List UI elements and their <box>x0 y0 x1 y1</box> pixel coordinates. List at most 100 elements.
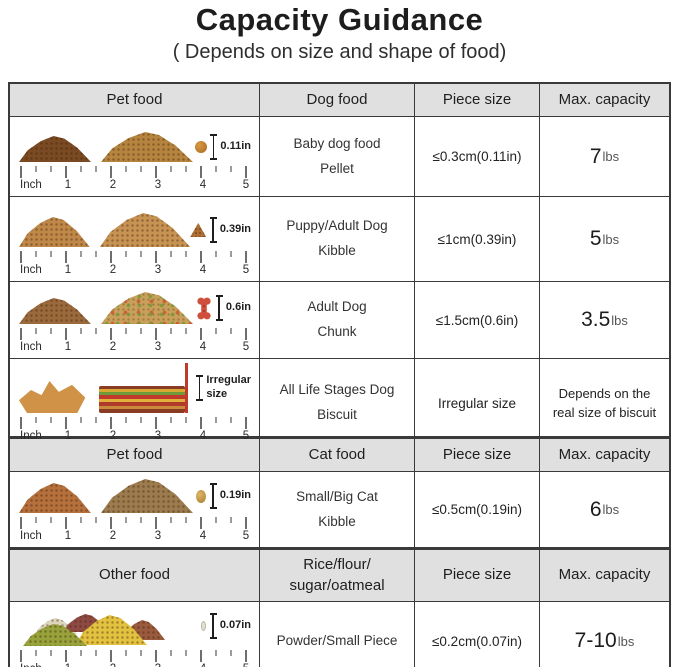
measure-indicator: 0.39in <box>190 217 251 243</box>
max-capacity: 7 lbs <box>540 117 669 196</box>
food-name: Powder/Small Piece <box>260 602 415 667</box>
pellet-icon <box>194 141 207 153</box>
food-pile <box>19 381 86 413</box>
capacity-value: 7 <box>589 144 602 168</box>
header-cat-food: Cat food <box>260 439 415 471</box>
piece-size: ≤1cm(0.39in) <box>415 197 540 281</box>
measure-ibeam-icon <box>210 613 216 639</box>
measure-ibeam-icon <box>210 483 216 509</box>
ruler-label: 2 <box>109 341 117 353</box>
header-pet-food: Pet food <box>10 439 260 471</box>
ruler-label: 4 <box>199 264 207 276</box>
bone-icon <box>196 297 212 320</box>
measure-label: 0.19in <box>219 489 251 502</box>
measure-indicator: 0.19in <box>196 483 251 509</box>
capacity-table: Pet food Dog food Piece size Max. capaci… <box>8 82 671 667</box>
section-header-row: Other food Rice/flour/ sugar/oatmeal Pie… <box>10 548 669 602</box>
capacity-unit: lbs <box>602 502 620 517</box>
header-max-capacity: Max. capacity <box>558 445 651 463</box>
table-row: 0.07in Inch 1 2 3 4 5 Powder/Small Piece… <box>10 602 669 667</box>
table-row: 0.6in Inch 1 2 3 4 5 Adult Dog Chunk ≤1.… <box>10 282 669 359</box>
food-image-cell: 0.07in Inch 1 2 3 4 5 <box>10 602 260 667</box>
capacity-value: 3.5 <box>581 308 611 331</box>
food-piles: 0.11in <box>19 132 251 162</box>
food-pile <box>101 479 193 513</box>
ruler-label: 2 <box>109 179 117 191</box>
ruler-label: Inch <box>20 663 42 667</box>
piece-size: Irregular size <box>415 359 540 447</box>
capacity-value: 7-10 <box>574 629 617 652</box>
ruler-label: 1 <box>65 663 71 667</box>
treat-sticks <box>99 386 186 413</box>
table-row: 0.19in Inch 1 2 3 4 5 Small/Big Cat Kibb… <box>10 472 669 548</box>
max-capacity: Depends on the real size of biscuit <box>552 385 657 421</box>
ruler-label: 3 <box>154 264 162 276</box>
ruler-icon <box>19 328 249 341</box>
ruler-label: 3 <box>155 663 161 667</box>
ruler-label: 3 <box>154 179 162 191</box>
ruler-label: 4 <box>199 430 207 442</box>
capacity-unit: lbs <box>611 312 628 328</box>
food-name: Puppy/Adult Dog Kibble <box>260 197 415 281</box>
ruler-label: 1 <box>64 179 72 191</box>
header-piece-size: Piece size <box>415 550 540 601</box>
page-subtitle: ( Depends on size and shape of food) <box>172 40 507 63</box>
food-name: Baby dog food Pellet <box>260 117 415 196</box>
capacity-unit: lbs <box>602 149 620 164</box>
header-max-capacity: Max. capacity <box>558 566 651 584</box>
food-piles: 0.19in <box>19 479 251 513</box>
irregular-line-icon <box>185 363 188 413</box>
measure-ibeam-icon <box>210 134 217 160</box>
max-capacity: 6 lbs <box>540 472 669 547</box>
ruler-label: 3 <box>154 430 162 442</box>
ruler-label: Inch <box>20 530 42 542</box>
ruler-label: 5 <box>242 530 250 542</box>
ruler-icon <box>19 251 249 264</box>
food-piles: 0.6in <box>19 292 251 324</box>
ruler-label: 3 <box>154 341 162 353</box>
kibble-triangle-icon <box>190 223 207 237</box>
header-max-capacity: Max. capacity <box>558 90 651 108</box>
measure-label: Irregular size <box>206 374 251 400</box>
measure-ibeam-icon <box>210 217 216 243</box>
food-name: Small/Big Cat Kibble <box>260 472 415 547</box>
measure-label: 0.07in <box>219 619 251 632</box>
food-pile <box>101 132 193 162</box>
ruler-icon <box>19 417 249 430</box>
piece-size: ≤0.2cm(0.07in) <box>415 602 540 667</box>
measure-indicator: 0.11in <box>194 134 251 160</box>
food-pile <box>19 136 91 162</box>
capacity-unit: lbs <box>602 231 620 247</box>
header-dog-food: Dog food <box>260 84 415 116</box>
measure-ibeam-icon <box>216 295 222 321</box>
food-image-cell: 0.39in Inch 1 2 3 4 5 <box>10 197 260 281</box>
ruler-label: 4 <box>199 179 207 191</box>
ruler-labels: Inch 1 2 3 4 5 <box>19 663 251 667</box>
capacity-unit: lbs <box>617 633 635 649</box>
food-pile <box>19 483 91 513</box>
food-image-cell: 0.6in Inch 1 2 3 4 5 <box>10 282 260 358</box>
ruler-labels: Inch 1 2 3 4 5 <box>19 179 251 193</box>
cat-kibble-icon <box>196 489 207 503</box>
ruler-label: 2 <box>109 530 117 542</box>
ruler-label: 4 <box>199 341 207 353</box>
ruler-label: 4 <box>200 663 206 667</box>
measure-label: 0.39in <box>219 223 251 236</box>
ruler-labels: Inch 1 2 3 4 5 <box>19 430 251 444</box>
ruler-labels: Inch 1 2 3 4 5 <box>19 530 251 544</box>
max-capacity: 7-10 lbs <box>540 602 669 667</box>
food-image-cell: 0.11in Inch 1 2 3 4 5 <box>10 117 260 196</box>
header-pet-food: Pet food <box>10 84 260 116</box>
grain-pile <box>19 606 171 646</box>
section-header-row: Pet food Cat food Piece size Max. capaci… <box>10 437 669 472</box>
header-rice-flour: Rice/flour/ sugar/oatmeal <box>260 550 415 601</box>
max-capacity: 5 lbs <box>540 197 669 281</box>
table-row: 0.39in Inch 1 2 3 4 5 Puppy/Adult Dog Ki… <box>10 197 669 282</box>
measure-label: 0.6in <box>225 301 251 314</box>
ruler-icon <box>19 166 249 179</box>
grain-icon <box>201 621 207 631</box>
header-piece-size: Piece size <box>415 84 540 116</box>
food-pile <box>99 213 191 247</box>
ruler-label: 2 <box>110 663 116 667</box>
